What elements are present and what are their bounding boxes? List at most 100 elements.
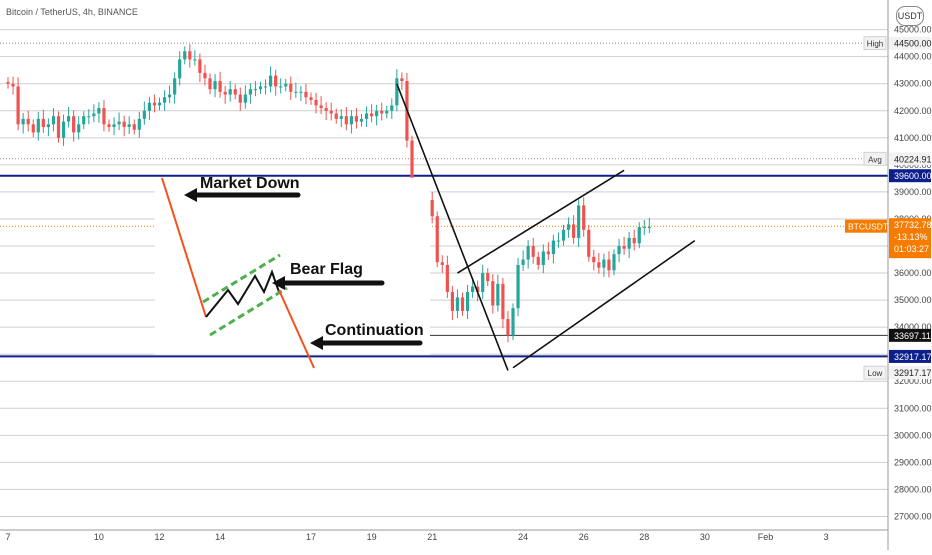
x-tick-label: 26 xyxy=(579,532,589,542)
explanation-panel-layer xyxy=(155,177,430,355)
candle-body xyxy=(370,113,374,117)
candle-body xyxy=(334,113,338,119)
candle-body xyxy=(587,229,591,257)
candle-body xyxy=(289,83,293,92)
candle-body xyxy=(582,205,586,230)
resistance-tag-box xyxy=(889,169,931,183)
y-tick-label: 39000.00 xyxy=(894,187,932,197)
candle-body xyxy=(597,262,601,268)
candle-body xyxy=(395,78,399,106)
y-tick-label: 28000.00 xyxy=(894,484,932,494)
candle-body xyxy=(258,86,263,90)
low-tag-text: 32917.17 xyxy=(894,368,932,378)
candle-body xyxy=(380,110,384,114)
candle-body xyxy=(486,273,490,282)
y-tick-label: 35000.00 xyxy=(894,295,932,305)
candle-body xyxy=(173,78,177,95)
diagram-down-line xyxy=(161,177,207,318)
candle-body xyxy=(390,105,394,111)
drop-line xyxy=(396,83,509,371)
candle-body xyxy=(122,121,126,128)
candle-body xyxy=(238,94,242,103)
candle-body xyxy=(531,246,535,257)
candle-body xyxy=(132,124,136,130)
y-tick-label: 27000.00 xyxy=(894,511,932,521)
current-price-box xyxy=(889,218,931,259)
high-label: High xyxy=(867,40,883,49)
candle-body xyxy=(248,89,252,95)
candle-body xyxy=(622,246,626,249)
candle-body xyxy=(476,286,480,292)
candle-body xyxy=(82,116,86,125)
candle-body xyxy=(339,116,343,119)
support-tag-box xyxy=(889,349,931,363)
low-label-box xyxy=(863,365,887,380)
candle-body xyxy=(198,59,202,73)
candle-body xyxy=(213,81,217,90)
candle-body xyxy=(142,110,146,119)
candle-body xyxy=(147,102,151,111)
currency-button[interactable]: USDT xyxy=(896,6,924,26)
candle-body xyxy=(385,110,389,114)
market-down-label: Market Down xyxy=(200,175,300,192)
y-tick-label: 29000.00 xyxy=(894,457,932,467)
y-tick-label: 42000.00 xyxy=(894,106,932,116)
candle-body xyxy=(274,75,278,87)
x-tick-label: 19 xyxy=(367,532,377,542)
candle-body xyxy=(188,51,192,60)
candle-body xyxy=(546,251,550,255)
candle-body xyxy=(359,118,364,122)
candle-body xyxy=(51,116,56,125)
candle-body xyxy=(647,227,651,229)
candle-body xyxy=(56,116,61,138)
candle-body xyxy=(324,108,328,111)
y-tick-label: 36000.00 xyxy=(894,268,932,278)
candle-body xyxy=(501,283,505,320)
candle-body xyxy=(481,273,485,292)
y-tick-label: 44000.00 xyxy=(894,52,932,62)
candle-body xyxy=(642,227,646,229)
channel-upper xyxy=(457,169,625,274)
candle-body xyxy=(127,124,131,128)
candle-body xyxy=(344,116,348,125)
candle-body xyxy=(279,86,283,88)
candle-body xyxy=(566,224,571,230)
y-tick-label: 30000.00 xyxy=(894,430,932,440)
candle-body xyxy=(112,124,116,128)
candle-body xyxy=(445,264,449,292)
low-tag-box xyxy=(889,366,931,380)
candle-body xyxy=(329,110,333,114)
candle-body xyxy=(455,297,460,311)
candle-body xyxy=(572,224,576,238)
bear-flag-arrow-head xyxy=(272,276,285,290)
diagram-flag-zigzag xyxy=(205,269,280,318)
candle-body xyxy=(137,118,141,130)
bear-flag-label: Bear Flag xyxy=(290,261,363,278)
current-change: -13.13% xyxy=(894,232,928,242)
x-tick-label: 17 xyxy=(306,532,316,542)
candle-body xyxy=(314,99,318,106)
candle-body xyxy=(61,121,66,138)
x-tick-label: 7 xyxy=(5,532,10,542)
high-tag-text: 44500.00 xyxy=(894,39,932,49)
candle-body xyxy=(526,246,530,260)
candle-body xyxy=(319,105,323,109)
candle-body xyxy=(41,118,45,128)
candle-body xyxy=(117,121,121,125)
diagram-flag-upper xyxy=(202,253,281,304)
candle-body xyxy=(294,91,298,93)
support-2-tag-box xyxy=(889,328,931,342)
x-tick-label: Feb xyxy=(758,532,774,542)
x-tick-label: 10 xyxy=(94,532,104,542)
candle-body xyxy=(440,262,444,265)
x-tick-label: 14 xyxy=(215,532,225,542)
candle-body xyxy=(36,118,40,133)
candle-body xyxy=(72,116,76,133)
candle-body xyxy=(349,116,353,125)
candle-body xyxy=(516,264,520,309)
candle-body xyxy=(228,89,232,95)
candle-body xyxy=(233,89,237,95)
